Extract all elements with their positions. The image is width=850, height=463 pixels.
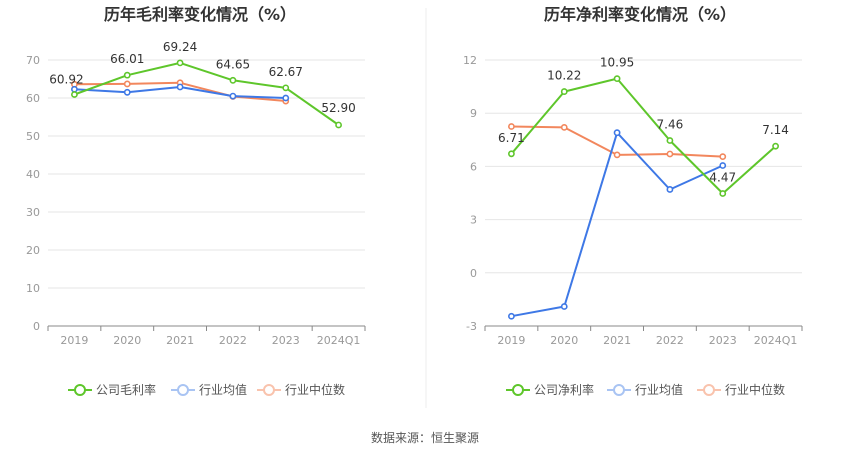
gross-margin-plot: 0 10 20 30 40 50 60 70 2019 2020 2021 2022 2023 2024Q… <box>26 40 366 347</box>
net-margin-data-label: 7.14 <box>762 123 789 137</box>
y-tick-label: 0 <box>33 320 40 333</box>
y-tick-label: -3 <box>466 320 477 333</box>
x-tick-label: 2022 <box>219 334 247 347</box>
data-source-note: 数据来源：恒生聚源 <box>371 430 479 445</box>
gross-margin-industry-average-point <box>71 85 78 93</box>
gross-margin-industry-average-point <box>123 88 131 96</box>
net-margin-industry-median-point <box>508 123 515 130</box>
gross-margin-industry-average-point <box>176 83 184 91</box>
y-tick-label: 6 <box>470 160 477 173</box>
x-tick-label: 2019 <box>497 334 525 347</box>
x-tick-label: 2023 <box>709 334 737 347</box>
net-margin-industry-average-point <box>560 303 568 310</box>
y-tick-label: 50 <box>26 130 40 143</box>
net-margin-industry-median-point <box>613 151 621 159</box>
net-margin-legend: 公司净利率 行业均值 行业中位数 <box>506 382 785 397</box>
legend-label: 行业中位数 <box>285 382 345 397</box>
net-margin-data-label: 10.95 <box>600 56 634 70</box>
net-margin-company-point <box>719 190 727 197</box>
net-margin-industry-median-point <box>666 150 674 158</box>
x-tick-label: 2023 <box>272 334 300 347</box>
gross-margin-company-point <box>176 59 184 67</box>
net-margin-industry-average-point <box>508 312 515 320</box>
gross-margin-legend: 公司毛利率 行业均值 行业中位数 <box>68 382 345 397</box>
gross-margin-data-label: 66.01 <box>110 52 144 66</box>
legend-item-industry-average[interactable]: 行业均值 <box>607 382 683 397</box>
gross-margin-industry-median-point <box>123 80 131 88</box>
legend-item-industry-median[interactable]: 行业中位数 <box>697 382 785 397</box>
net-margin-industry-median-point <box>560 123 568 131</box>
gross-margin-title: 历年毛利率变化情况（%） <box>104 5 296 24</box>
y-tick-label: 70 <box>26 54 40 67</box>
gross-margin-company-point <box>229 76 237 84</box>
x-tick-label: 2024Q1 <box>754 334 798 347</box>
gross-margin-data-label: 60.92 <box>49 73 83 87</box>
legend-item-industry-median[interactable]: 行业中位数 <box>257 382 345 397</box>
net-margin-plot: -3 0 3 6 9 12 2019 2020 2021 2022 2023 2024Q1 6.71 10… <box>463 54 803 347</box>
legend-marker <box>703 384 715 396</box>
net-margin-company-point <box>666 137 674 144</box>
x-tick-label: 2024Q1 <box>317 334 361 347</box>
gross-margin-industry-average-point <box>229 92 237 100</box>
legend-item-company-gross-margin[interactable]: 公司毛利率 <box>68 382 156 397</box>
y-tick-label: 30 <box>26 206 40 219</box>
x-tick-label: 2020 <box>550 334 578 347</box>
y-tick-label: 3 <box>470 214 477 227</box>
net-margin-company-point <box>560 88 568 95</box>
legend-item-company-net-margin[interactable]: 公司净利率 <box>506 382 594 397</box>
gross-margin-company-line <box>74 61 340 126</box>
gross-margin-data-label: 69.24 <box>163 40 197 54</box>
net-margin-industry-average-point <box>666 186 674 193</box>
legend-marker <box>74 384 86 396</box>
legend-marker <box>263 384 275 396</box>
legend-marker <box>613 384 625 396</box>
y-tick-label: 12 <box>463 54 477 67</box>
x-tick-label: 2021 <box>603 334 631 347</box>
gross-margin-company-point <box>71 91 78 98</box>
gross-margin-data-label: 52.90 <box>321 101 355 115</box>
y-tick-label: 10 <box>26 282 40 295</box>
gross-margin-data-label: 62.67 <box>269 65 303 79</box>
gross-margin-industry-average-point <box>282 94 290 102</box>
net-margin-company-point <box>613 75 621 83</box>
legend-marker <box>177 384 189 396</box>
legend-label: 公司毛利率 <box>96 382 156 397</box>
net-margin-company-point <box>508 150 515 158</box>
y-tick-label: 40 <box>26 168 40 181</box>
net-margin-industry-average-point <box>613 129 621 137</box>
y-tick-label: 0 <box>470 267 477 280</box>
legend-label: 行业均值 <box>635 382 683 397</box>
legend-label: 公司净利率 <box>534 382 594 397</box>
gross-margin-company-point <box>335 121 342 129</box>
x-tick-label: 2020 <box>113 334 141 347</box>
gross-margin-data-label: 64.65 <box>216 57 250 71</box>
net-margin-data-label: 4.47 <box>709 171 736 185</box>
net-margin-industry-average-point <box>719 162 727 169</box>
net-margin-company-point <box>772 142 779 150</box>
net-margin-title: 历年净利率变化情况（%） <box>544 5 736 24</box>
net-margin-industry-average-line <box>511 131 724 318</box>
y-tick-label: 9 <box>470 107 477 120</box>
x-tick-label: 2021 <box>166 334 194 347</box>
y-tick-label: 20 <box>26 244 40 257</box>
legend-item-industry-average[interactable]: 行业均值 <box>171 382 247 397</box>
net-margin-company-line <box>510 77 777 195</box>
gross-margin-company-point <box>123 71 131 79</box>
x-tick-label: 2019 <box>60 334 88 347</box>
net-margin-data-label: 6.71 <box>498 131 525 145</box>
y-tick-label: 60 <box>26 92 40 105</box>
net-margin-data-label: 10.22 <box>547 69 581 83</box>
legend-label: 行业均值 <box>199 382 247 397</box>
net-margin-industry-median-point <box>719 153 727 161</box>
net-margin-data-label: 7.46 <box>657 118 684 132</box>
gross-margin-company-point <box>282 84 290 92</box>
legend-marker <box>512 384 524 396</box>
legend-label: 行业中位数 <box>725 382 785 397</box>
x-tick-label: 2022 <box>656 334 684 347</box>
